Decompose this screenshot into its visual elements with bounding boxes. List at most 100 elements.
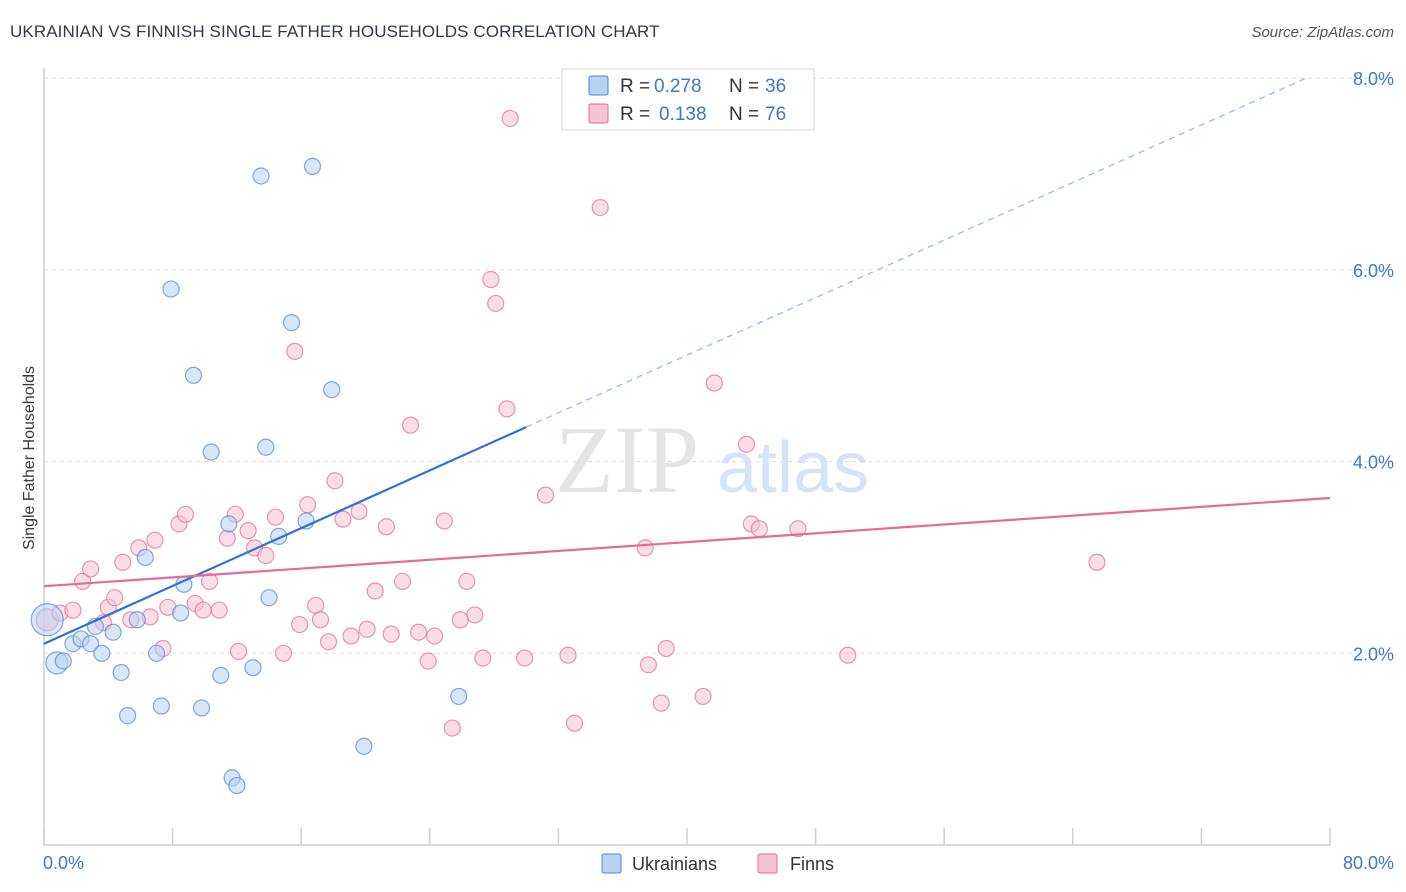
- finn-point: [737, 435, 756, 453]
- ukrainian-point: [30, 603, 64, 637]
- finn-point: [350, 502, 368, 521]
- ukrainian-point: [162, 280, 180, 298]
- ukrainian-point: [212, 666, 230, 684]
- ukrainian-point: [128, 611, 146, 629]
- finn-point: [419, 652, 437, 670]
- finn-point: [501, 109, 519, 128]
- chart-title: UKRAINIAN VS FINNISH SINGLE FATHER HOUSE…: [10, 22, 660, 41]
- finn-point: [257, 546, 275, 565]
- finn-point: [229, 642, 248, 660]
- ukrainian-point: [172, 604, 190, 622]
- bottom-legend-swatch-finns: [757, 853, 778, 874]
- bottom-legend-label-finns: Finns: [790, 854, 834, 874]
- finn-point: [482, 270, 500, 289]
- finn-point: [498, 400, 516, 418]
- ukrainian-point: [252, 167, 270, 185]
- ukrainian-point: [184, 366, 203, 384]
- ukrainian-trendline: [43, 426, 527, 645]
- finn-point: [82, 560, 100, 578]
- finn-point: [307, 596, 325, 614]
- finn-point: [274, 644, 293, 662]
- finn-point: [299, 496, 317, 514]
- finn-point: [326, 472, 344, 490]
- finn-point: [409, 623, 428, 641]
- finn-point: [591, 198, 609, 217]
- y-tick-label: 4.0%: [1353, 453, 1394, 473]
- finn-point: [458, 572, 476, 591]
- finn-point: [466, 606, 484, 624]
- finn-point: [474, 649, 492, 667]
- ukrainian-point: [112, 663, 130, 682]
- finn-point: [435, 512, 453, 530]
- ukrainian-point: [136, 548, 154, 567]
- ukrainian-point: [244, 659, 262, 677]
- finn-point: [382, 625, 400, 643]
- finn-point: [639, 656, 658, 674]
- legend-swatch-finns: [588, 103, 609, 124]
- finn-point: [750, 520, 768, 538]
- legend-swatch-ukrainians: [588, 75, 609, 96]
- finn-point: [266, 508, 285, 526]
- y-tick-label: 6.0%: [1353, 261, 1394, 281]
- finn-point: [366, 582, 384, 600]
- finn-point: [694, 687, 712, 706]
- finn-point: [286, 342, 304, 360]
- finn-point: [652, 694, 670, 712]
- ukrainian-point: [118, 707, 137, 725]
- legend-n-label: N =: [729, 104, 759, 125]
- watermark-zip: ZIP: [555, 406, 699, 513]
- legend-n-value: 76: [765, 104, 786, 125]
- ukrainian-point: [323, 381, 341, 399]
- legend-r-value: 0.278: [654, 76, 702, 97]
- finn-point: [516, 649, 534, 667]
- ukrainian-point: [303, 157, 322, 175]
- finn-point: [401, 416, 420, 434]
- finn-point: [114, 553, 132, 571]
- finn-point: [789, 520, 807, 538]
- finn-point: [565, 714, 584, 732]
- finn-trendline: [43, 496, 1331, 588]
- finn-point: [218, 529, 236, 547]
- source-label: Source: ZipAtlas.com: [1251, 24, 1394, 41]
- y-tick-label: 8.0%: [1353, 69, 1394, 89]
- legend-r-value: 0.138: [659, 104, 707, 125]
- x-tick-label-min: 0.0%: [43, 853, 84, 873]
- finn-point: [106, 589, 124, 607]
- finn-point: [1088, 553, 1106, 571]
- finn-point: [839, 646, 857, 664]
- finn-point: [73, 572, 92, 591]
- legend-n-label: N =: [729, 76, 759, 97]
- ukrainian-point: [93, 644, 111, 662]
- y-tick-label: 2.0%: [1353, 644, 1394, 664]
- finn-point: [487, 294, 505, 313]
- finn-point: [290, 615, 309, 634]
- finn-point: [239, 522, 257, 540]
- ukrainian-trendline-extension: [525, 77, 1307, 428]
- finn-point: [358, 620, 376, 638]
- finn-point: [334, 510, 352, 528]
- finn-point: [443, 719, 461, 737]
- finn-point: [657, 639, 675, 658]
- finn-point: [536, 486, 555, 504]
- finn-point: [146, 531, 164, 549]
- finn-point: [705, 374, 723, 392]
- ukrainian-point: [450, 687, 468, 706]
- finn-point: [636, 539, 654, 557]
- ukrainian-point: [257, 438, 275, 456]
- ukrainian-point: [202, 443, 220, 461]
- finn-point: [451, 611, 469, 629]
- finn-point: [426, 627, 444, 645]
- ukrainian-point: [260, 589, 278, 607]
- ukrainian-point: [282, 314, 301, 332]
- finn-point: [176, 505, 195, 523]
- bottom-legend-label-ukrainians: Ukrainians: [632, 854, 717, 874]
- legend-r-label: R =: [620, 76, 650, 97]
- legend-n-value: 36: [765, 76, 786, 97]
- finn-point: [393, 572, 412, 591]
- ukrainian-point: [152, 697, 170, 715]
- finn-point: [200, 572, 219, 591]
- ukrainian-point: [228, 776, 246, 795]
- finn-point: [559, 646, 577, 664]
- bottom-legend-swatch-ukrainians: [601, 853, 622, 874]
